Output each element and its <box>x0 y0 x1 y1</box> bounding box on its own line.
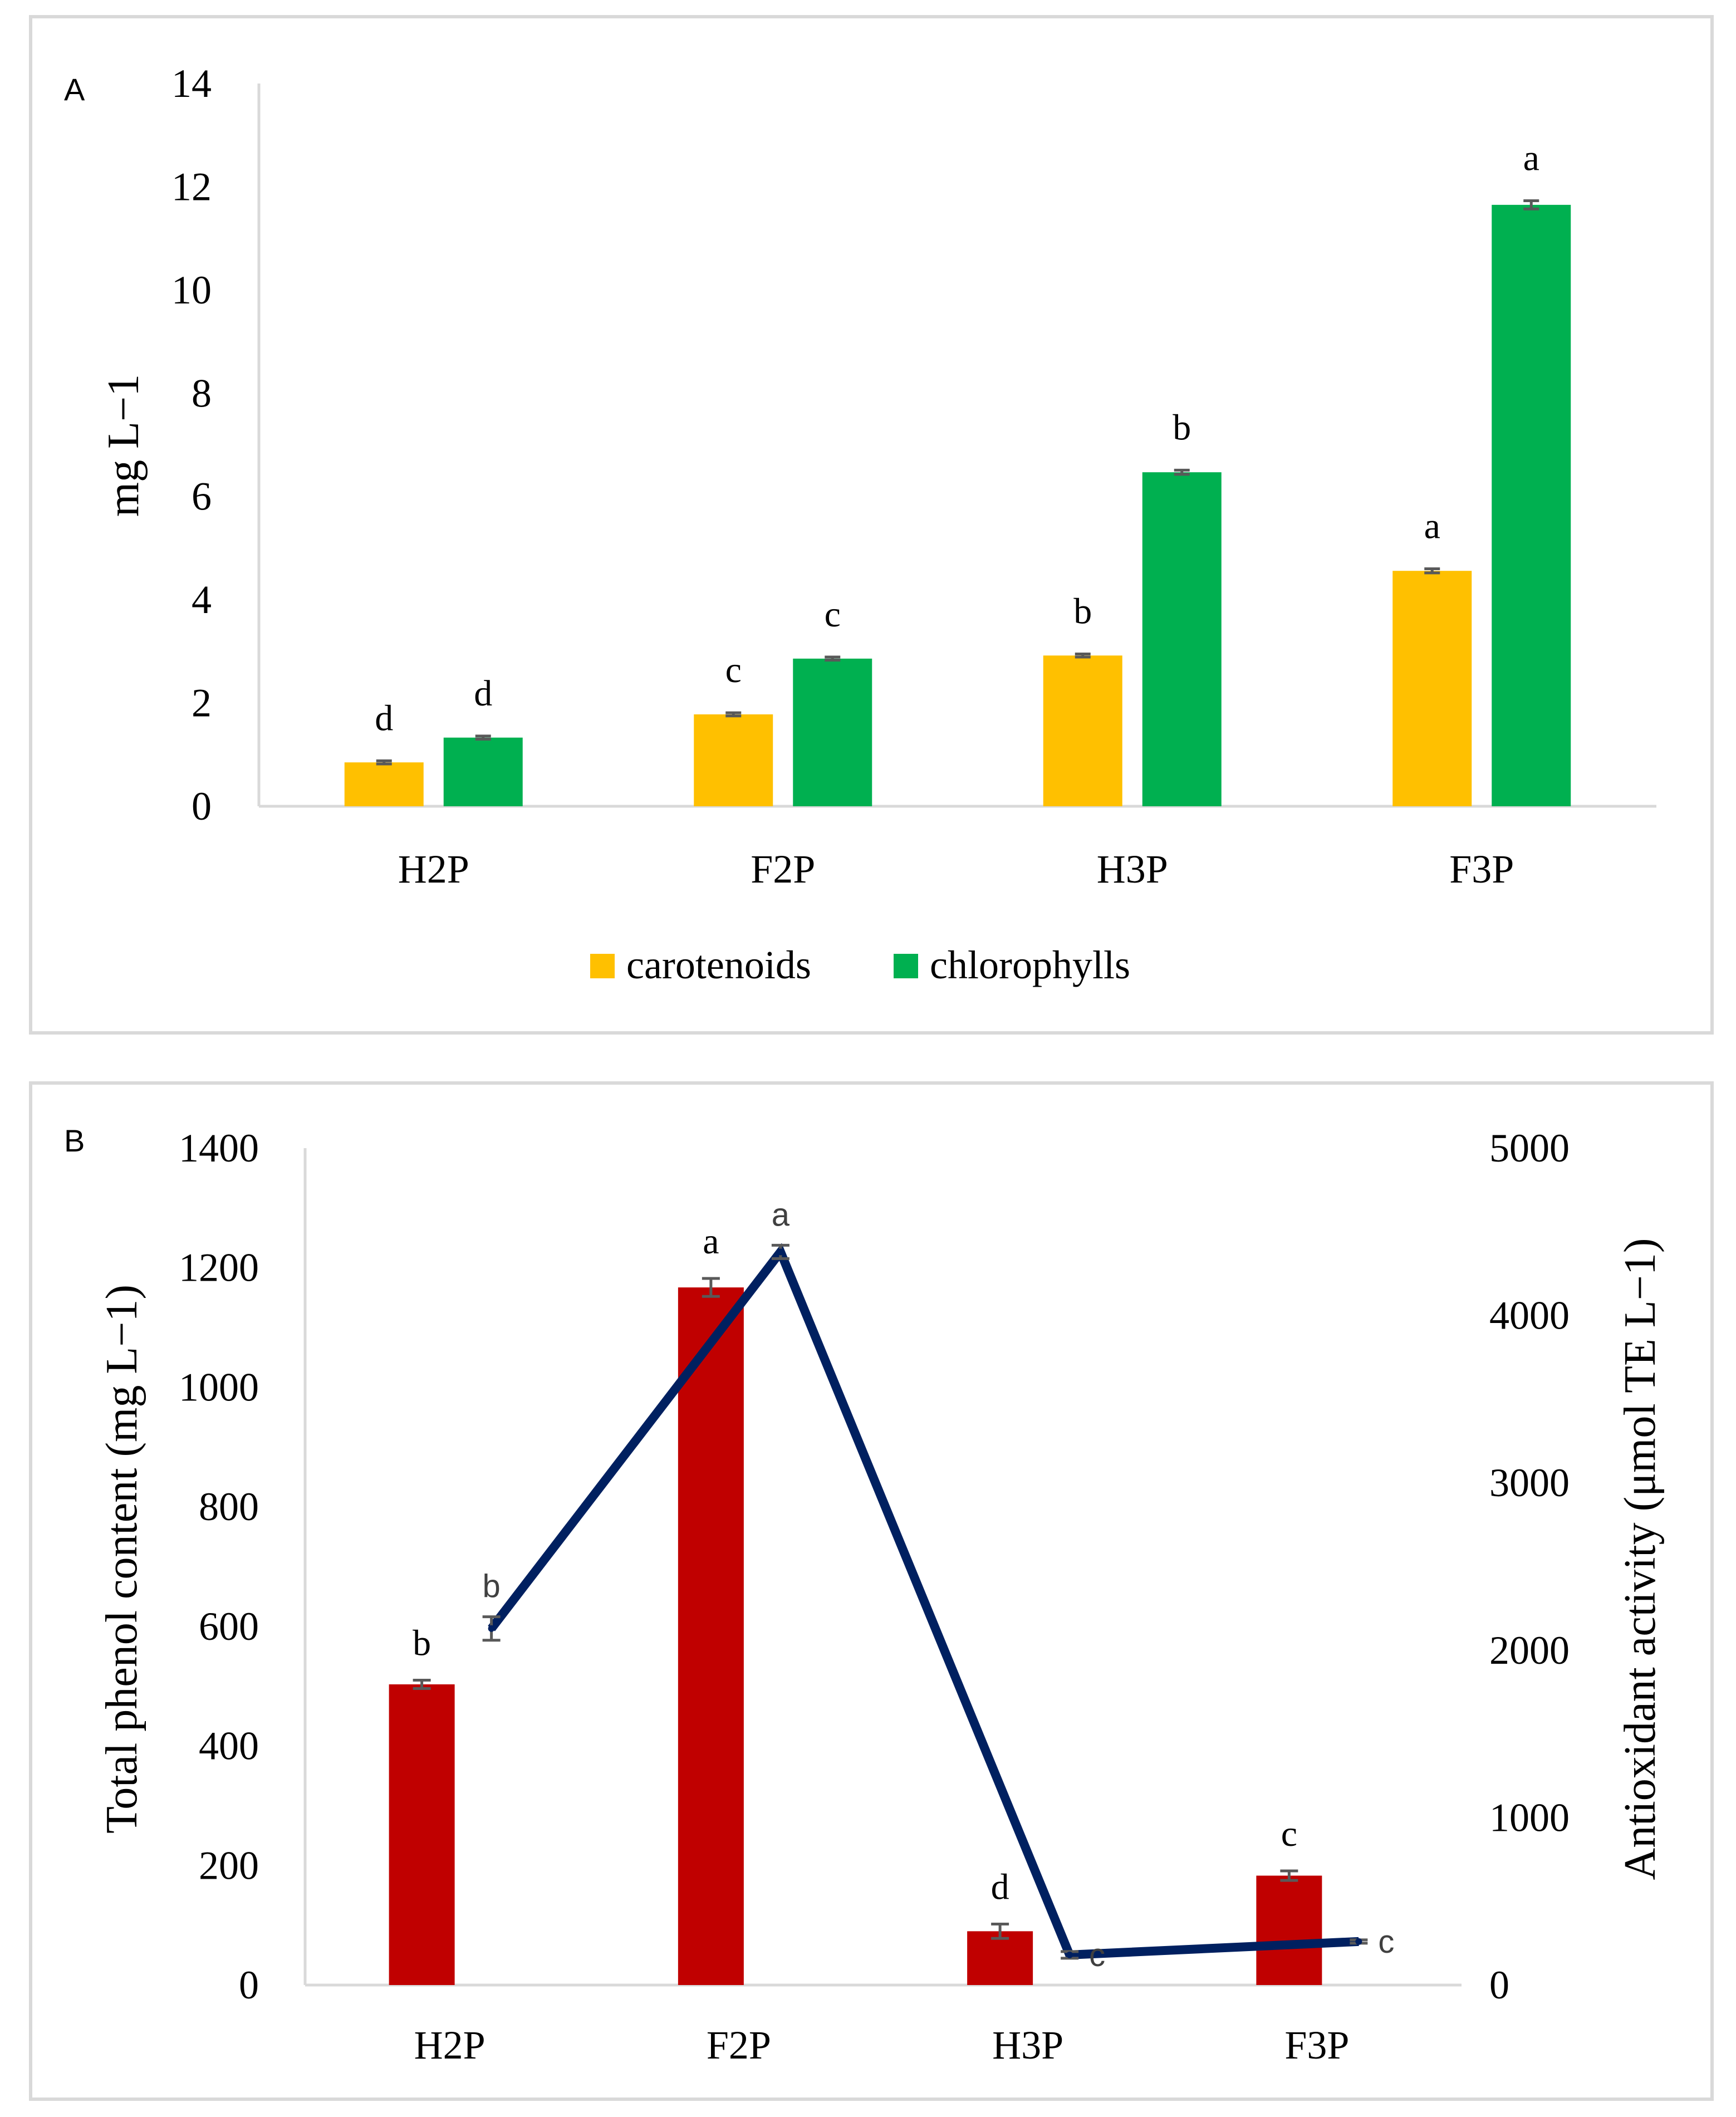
panel-b-phenol-error-bar <box>413 1678 431 1690</box>
panel-a-y-tick-label: 10 <box>171 268 212 312</box>
panel-b-y-tick-label: 1400 <box>179 1126 259 1170</box>
panel-b-phenol-bar <box>967 1931 1033 1985</box>
panel-a-significance-letter: d <box>474 673 492 714</box>
panel-b-phenol-error-bar <box>1280 1869 1298 1882</box>
panel-b-antioxidant-letter: b <box>482 1569 500 1605</box>
panel-b-y-tick-label: 400 <box>199 1724 259 1768</box>
panel-b-y2-tick-label: 2000 <box>1489 1628 1570 1673</box>
panel-a-bar-carotenoids <box>344 762 424 806</box>
legend-chlorophylls-swatch <box>894 954 918 978</box>
panel-b-antioxidant-letter: c <box>1378 1924 1394 1960</box>
panel-a-y-tick-label: 6 <box>192 474 212 519</box>
panel-a-bar-carotenoids <box>1392 571 1472 806</box>
panel-b-category-label: F2P <box>707 2023 771 2067</box>
panel-b-label: B <box>64 1123 85 1158</box>
panel-b-y-tick-label: 200 <box>199 1843 259 1888</box>
panel-b-y-tick-label: 800 <box>199 1484 259 1529</box>
panel-a-error-bar <box>376 759 392 766</box>
panel-a-y-tick-label: 14 <box>171 61 212 106</box>
panel-b-phenol-letter: d <box>991 1866 1009 1907</box>
legend-carotenoids-label: carotenoids <box>626 943 811 987</box>
panel-a-significance-letter: c <box>725 650 742 690</box>
panel-a-category-label: F2P <box>751 847 815 891</box>
panel-a-error-bar <box>1075 652 1091 659</box>
panel-b-phenol-letter: a <box>703 1221 719 1262</box>
panel-a-bar-chlorophylls <box>793 658 872 806</box>
panel-b-frame <box>29 1081 1714 2101</box>
panel-a-y-tick-label: 4 <box>192 577 212 622</box>
panel-b-antioxidant-point <box>1066 1951 1073 1958</box>
panel-a-category-label: F3P <box>1449 847 1514 891</box>
panel-a-y-axis-title: mg L−1 <box>99 374 148 517</box>
panel-b-category-label: H2P <box>414 2023 486 2067</box>
panel-a-significance-letter: a <box>1424 506 1440 547</box>
panel-a-bar-chlorophylls <box>1492 204 1571 807</box>
panel-b-y2-axis-title: Antioxidant activity (μmol TE L−1) <box>1616 1238 1665 1880</box>
panel-a-frame <box>29 15 1714 1035</box>
panel-b-phenol-letter: b <box>413 1623 431 1663</box>
panel-b-y-tick-label: 0 <box>239 1963 259 2007</box>
panel-a-error-bar <box>475 734 491 741</box>
panel-b-antioxidant-letter: c <box>1089 1937 1105 1973</box>
panel-b-phenol-bar <box>678 1287 744 1985</box>
panel-b-phenol-bar <box>389 1684 455 1985</box>
panel-b-y2-tick-label: 4000 <box>1489 1293 1570 1338</box>
panel-a-bar-chlorophylls <box>443 737 523 806</box>
panel-b-phenol-error-bar <box>991 1922 1009 1940</box>
panel-b-phenol-bar <box>1256 1875 1322 1985</box>
legend-carotenoids-swatch <box>590 954 615 978</box>
panel-a-bar-carotenoids <box>1043 655 1122 806</box>
panel-b-antioxidant-letter: a <box>772 1197 790 1233</box>
panel-a-significance-letter: d <box>375 698 393 738</box>
panel-b-y2-tick-label: 3000 <box>1489 1461 1570 1505</box>
panel-b-y2-tick-label: 5000 <box>1489 1126 1570 1170</box>
panel-b-y-axis-title: Total phenol content (mg L−1) <box>97 1285 146 1834</box>
panel-b-y2-tick-label: 0 <box>1489 1963 1509 2007</box>
panel-b-antioxidant-point <box>777 1248 784 1256</box>
panel-a-label: A <box>64 72 85 107</box>
panel-a-significance-letter: b <box>1073 591 1092 631</box>
panel-b-y2-tick-label: 1000 <box>1489 1795 1570 1840</box>
panel-a-y-tick-label: 12 <box>171 164 212 209</box>
panel-a-y-tick-label: 0 <box>192 784 212 829</box>
panel-b-category-label: H3P <box>992 2023 1063 2067</box>
panel-a-bar-chlorophylls <box>1142 472 1222 806</box>
panel-b-antioxidant-point <box>488 1625 495 1632</box>
panel-a-significance-letter: b <box>1173 407 1191 448</box>
panel-a-category-label: H3P <box>1097 847 1168 891</box>
panel-b-category-label: F3P <box>1284 2023 1349 2067</box>
panel-a-error-bar <box>1174 468 1190 476</box>
panel-a-bar-carotenoids <box>694 714 773 806</box>
panel-a-error-bar <box>1523 199 1539 210</box>
panel-b-y-tick-label: 600 <box>199 1604 259 1649</box>
panel-a-significance-letter: a <box>1523 138 1539 178</box>
panel-b-y-tick-label: 1200 <box>179 1246 259 1290</box>
panel-a-error-bar <box>1424 567 1440 575</box>
panel-a-significance-letter: c <box>825 594 841 635</box>
panel-b-antioxidant-point <box>1355 1938 1362 1945</box>
panel-a-category-label: H2P <box>398 847 469 891</box>
legend-chlorophylls-label: chlorophylls <box>930 943 1130 987</box>
panel-a-y-tick-label: 2 <box>192 681 212 726</box>
panel-b-phenol-error-bar <box>702 1277 720 1298</box>
panel-b-phenol-letter: c <box>1281 1814 1297 1854</box>
panel-a-y-tick-label: 8 <box>192 371 212 415</box>
panel-a-error-bar <box>825 655 841 662</box>
panel-a-error-bar <box>725 711 742 718</box>
panel-b-y-tick-label: 1000 <box>179 1365 259 1409</box>
panel-b-antioxidant-line <box>488 1243 1359 1960</box>
